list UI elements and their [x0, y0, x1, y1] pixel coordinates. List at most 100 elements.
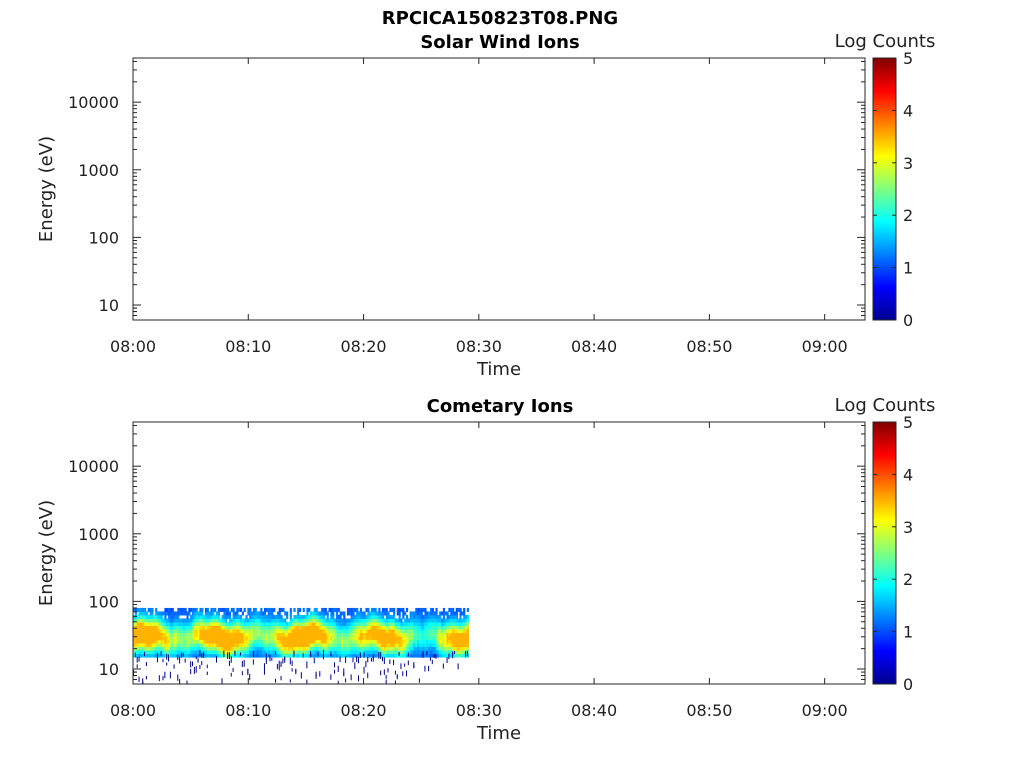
spectrogram-cell — [195, 639, 198, 644]
spectrogram-cell — [308, 625, 311, 630]
spectrogram-cell — [415, 639, 418, 644]
spectrogram-cell — [267, 629, 270, 634]
spectrogram-cell — [348, 646, 351, 651]
spectrogram-cell — [134, 611, 137, 616]
spectrogram-cell — [260, 650, 263, 655]
spectrogram-cell — [420, 639, 423, 644]
spectrogram-cell — [376, 618, 379, 623]
spectrogram-cell — [162, 676, 164, 681]
spectrogram-cell — [420, 650, 423, 655]
spectrogram-cell — [396, 632, 399, 637]
spectrogram-cell — [206, 611, 209, 616]
spectrogram-cell — [177, 632, 180, 637]
spectrogram-cell — [243, 632, 246, 637]
spectrogram-cell — [463, 611, 466, 616]
spectrogram-cell — [369, 646, 372, 651]
spectrogram-cell — [197, 632, 200, 637]
spectrogram-cell — [199, 607, 202, 612]
spectrogram-cell — [169, 650, 173, 655]
spectrogram-cell — [435, 618, 438, 623]
spectrogram-cell — [258, 639, 261, 644]
spectrogram-cell — [180, 629, 184, 634]
spectrogram-cell — [234, 629, 237, 634]
spectrogram-cell — [450, 639, 453, 644]
spectrogram-cell — [400, 607, 403, 612]
spectrogram-cell — [206, 607, 209, 612]
spectrogram-cell — [363, 653, 366, 658]
spectrogram-cell — [291, 618, 294, 623]
spectrogram-cell — [354, 625, 357, 630]
spectrogram-cell — [210, 629, 213, 634]
spectrogram-cell — [459, 629, 462, 634]
spectrogram-cell — [334, 618, 337, 623]
spectrogram-cell — [238, 646, 241, 651]
spectrogram-cell — [431, 629, 434, 634]
spectrogram-cell — [138, 646, 141, 651]
spectrogram-cell — [444, 621, 447, 626]
spectrogram-cell — [195, 618, 198, 623]
spectrogram-cell — [201, 632, 204, 637]
spectrogram-cell — [245, 653, 248, 658]
spectrogram-cell — [276, 618, 280, 623]
spectrogram-cell — [415, 646, 418, 651]
spectrogram-cell — [144, 629, 147, 634]
spectrogram-cell — [306, 661, 308, 669]
spectrogram-cell — [138, 618, 141, 623]
spectrogram-cell — [437, 625, 440, 630]
spectrogram-cell — [171, 629, 174, 634]
spectrogram-cell — [180, 650, 184, 655]
spectrogram-cell — [254, 636, 257, 641]
spectrogram-cell — [426, 614, 429, 619]
spectrogram-cell — [192, 632, 195, 637]
spectrogram-cell — [295, 614, 298, 619]
spectrogram-cell — [348, 621, 351, 626]
spectrogram-cell — [210, 625, 213, 630]
spectrogram-cell — [405, 646, 409, 651]
spectrogram-cell — [140, 614, 143, 619]
spectrogram-cell — [441, 618, 444, 623]
spectrogram-cell — [354, 650, 357, 655]
spectrogram-cell — [134, 650, 137, 655]
spectrogram-cell — [422, 643, 425, 648]
spectrogram-cell — [457, 663, 459, 670]
spectrogram-cell — [369, 621, 372, 626]
spectrogram-cell — [422, 636, 425, 641]
x-axis-label-cometary: Time — [476, 723, 521, 744]
spectrogram-cell — [372, 636, 375, 641]
spectrogram-cell — [223, 650, 226, 655]
spectrogram-cell — [319, 629, 322, 634]
spectrogram-cell — [439, 621, 442, 626]
spectrogram-cell — [276, 625, 280, 630]
spectrogram-cell — [358, 653, 361, 658]
spectrogram-cell — [417, 632, 420, 637]
spectrogram-cell — [315, 614, 318, 619]
spectrogram-cell — [175, 653, 178, 658]
spectrogram-cell — [225, 618, 228, 623]
spectrogram-cell — [381, 653, 385, 658]
spectrogram-cell — [417, 636, 420, 641]
spectrogram-cell — [450, 653, 453, 658]
spectrogram-cell — [204, 621, 208, 626]
spectrogram-cell — [204, 653, 208, 658]
spectrogram-cell — [275, 625, 278, 630]
spectrogram-cell — [153, 650, 156, 655]
spectrogram-cell — [287, 636, 291, 641]
spectrogram-cell — [247, 611, 250, 616]
spectrogram-cell — [271, 646, 274, 651]
spectrogram-cell — [324, 636, 327, 641]
spectrogram-cell — [322, 639, 326, 644]
spectrogram-cell — [393, 650, 396, 655]
spectrogram-cell — [422, 621, 425, 626]
spectrogram-cell — [254, 625, 257, 630]
spectrogram-cell — [459, 611, 462, 616]
spectrogram-cell — [352, 657, 354, 663]
spectrogram-cell — [300, 618, 303, 623]
spectrogram-cell — [376, 650, 379, 655]
spectrogram-cell — [144, 618, 147, 623]
spectrogram-cell — [232, 646, 235, 651]
x-tick-label: 08:30 — [456, 701, 502, 720]
spectrogram-cell — [396, 621, 399, 626]
spectrogram-cell — [133, 639, 136, 644]
spectrogram-cell — [260, 621, 263, 626]
spectrogram-cell — [378, 607, 381, 612]
